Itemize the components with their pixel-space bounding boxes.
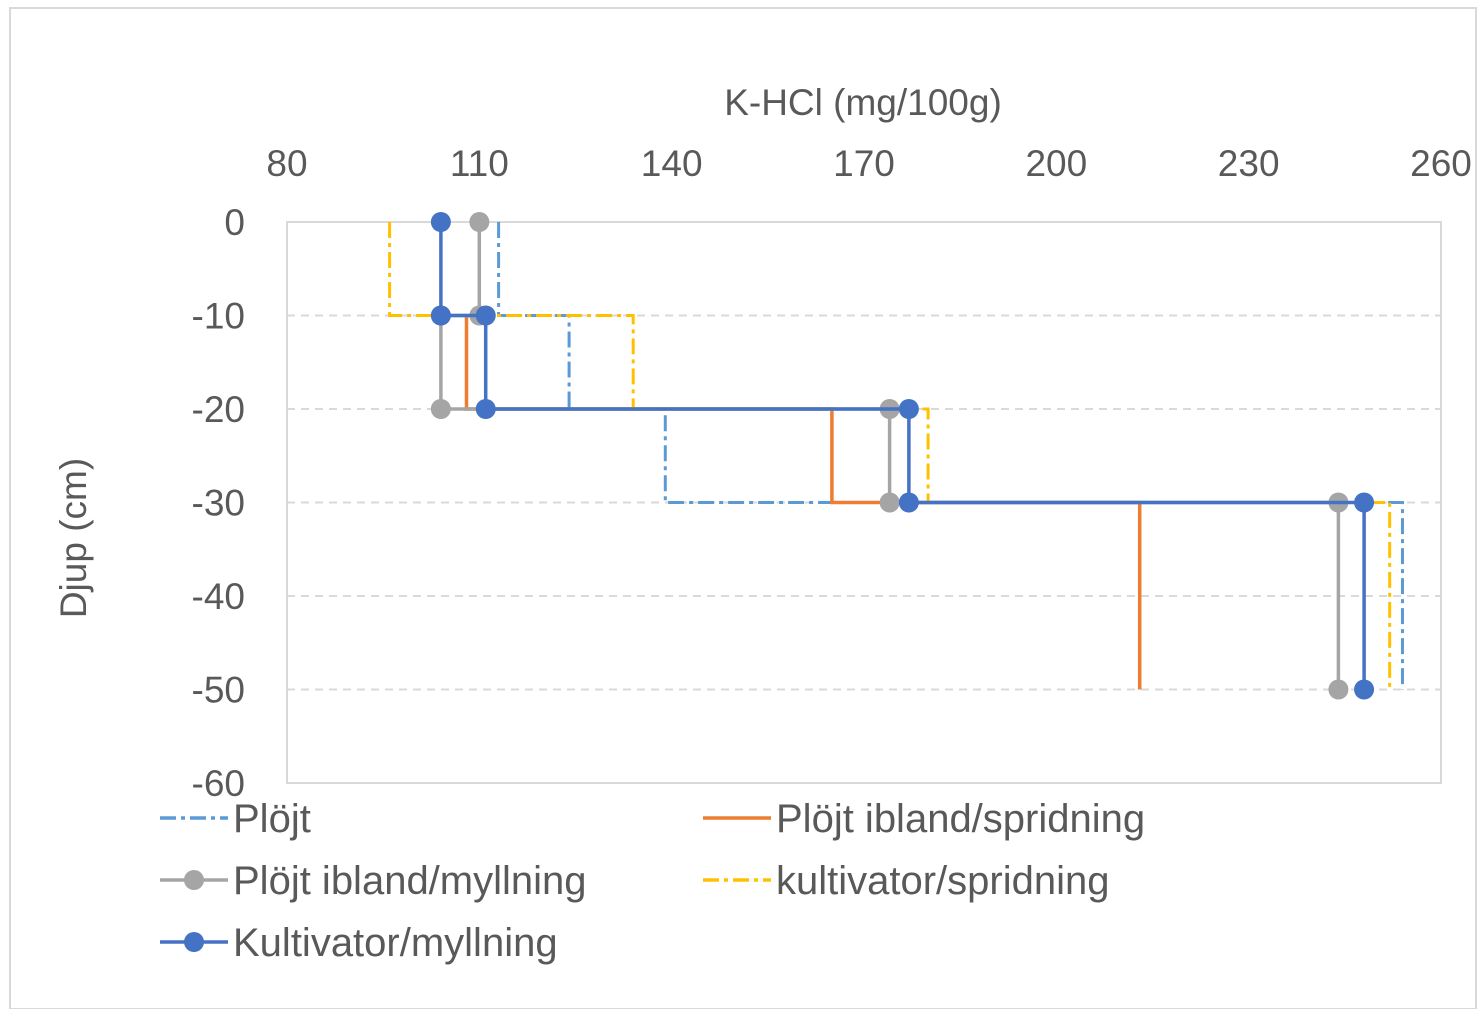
x-tick-label-4: 200: [1025, 143, 1087, 184]
legend-item-3: kultivator/spridning: [703, 859, 1110, 903]
series-4-point-2: [475, 305, 496, 326]
series-4-point-7: [1354, 679, 1375, 700]
y-tick-label-0: 0: [224, 202, 245, 243]
series-4-point-4: [898, 399, 919, 419]
legend: Plöjt Plöjt ibland/spridning Plöjt ibland/…: [160, 797, 1145, 965]
x-tick-label-2: 140: [641, 143, 703, 184]
series-line-1: [464, 315, 1142, 690]
legend-item-0: Plöjt: [160, 797, 311, 841]
series-4-point-5: [898, 492, 919, 513]
y-tick-label-5: -50: [192, 670, 245, 711]
x-tick-label-1: 110: [450, 143, 509, 184]
y-tick-label-2: -20: [192, 389, 245, 430]
legend-label-0: Plöjt: [233, 797, 311, 841]
x-tick-label-6: 260: [1410, 143, 1472, 184]
series-2-point-3: [430, 399, 451, 419]
series-4-point-3: [475, 399, 496, 419]
series-4-point-6: [1354, 492, 1375, 513]
y-tick-label-3: -30: [192, 483, 245, 524]
series-4-point-0: [430, 212, 451, 232]
legend-item-2: Plöjt ibland/myllning: [160, 859, 587, 903]
legend-marker-2: [184, 870, 204, 890]
series-2-point-5: [879, 492, 900, 513]
legend-item-1: Plöjt ibland/spridning: [703, 797, 1145, 841]
tick-labels: 80 110 140 170 200 230 260 0 -10 -20 -30 -40 -50 -60: [192, 143, 1472, 804]
x-axis-title: K-HCl (mg/100g): [724, 82, 1002, 123]
series-2-point-0: [469, 212, 490, 232]
legend-label-1: Plöjt ibland/spridning: [776, 797, 1145, 841]
legend-label-2: Plöjt ibland/myllning: [233, 859, 587, 903]
series-2-point-7: [1328, 679, 1349, 700]
series-4: [430, 212, 1375, 700]
legend-label-4: Kultivator/myllning: [233, 921, 558, 965]
chart-border: [9, 7, 1477, 1010]
y-axis-title: Djup (cm): [53, 458, 94, 618]
y-tick-label-4: -40: [192, 576, 245, 617]
series-1: [464, 315, 1142, 690]
y-tick-label-6: -60: [192, 763, 245, 804]
plot-area: [286, 221, 1442, 784]
x-tick-label-0: 80: [266, 143, 307, 184]
x-tick-label-3: 170: [833, 143, 895, 184]
legend-marker-4: [184, 932, 204, 952]
legend-label-3: kultivator/spridning: [776, 859, 1110, 903]
series-lines: [388, 212, 1404, 700]
y-tick-label-1: -10: [192, 296, 245, 337]
legend-item-4: Kultivator/myllning: [160, 921, 558, 965]
x-tick-label-5: 230: [1218, 143, 1280, 184]
series-4-point-1: [430, 305, 451, 326]
